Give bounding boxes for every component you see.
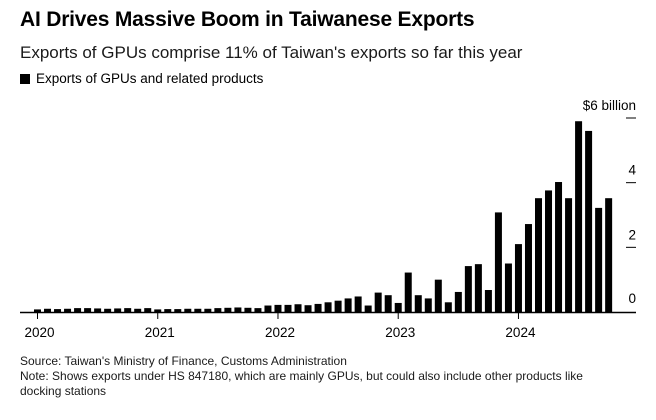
- bar: [434, 279, 442, 312]
- bar: [174, 309, 182, 312]
- bar: [294, 304, 302, 312]
- bar: [414, 295, 422, 312]
- bar: [144, 308, 152, 312]
- x-tick-label: 2021: [145, 325, 175, 340]
- bar: [184, 308, 192, 312]
- legend-label: Exports of GPUs and related products: [36, 71, 264, 86]
- bar: [354, 296, 362, 312]
- x-tick-label: 2023: [385, 325, 415, 340]
- note-line-2: docking stations: [20, 384, 107, 398]
- bar: [394, 302, 402, 312]
- x-tick-label: 2020: [24, 325, 54, 340]
- bar: [374, 292, 382, 312]
- bar: [545, 190, 553, 312]
- bar: [585, 130, 593, 312]
- chart-title: AI Drives Massive Boom in Taiwanese Expo…: [20, 8, 475, 31]
- y-tick-label: 0: [628, 291, 636, 306]
- x-tick-label: 2022: [265, 325, 295, 340]
- bar: [214, 308, 222, 312]
- bar: [204, 308, 212, 312]
- note-line-1: Note: Shows exports under HS 847180, whi…: [20, 369, 583, 383]
- bar: [104, 308, 112, 312]
- y-tick-label: $6 billion: [583, 98, 636, 113]
- legend-swatch: [20, 73, 30, 84]
- bar: [444, 302, 452, 312]
- bar: [254, 308, 262, 312]
- bar: [575, 121, 583, 312]
- bar: [464, 266, 472, 312]
- bar: [304, 305, 312, 312]
- bar: [154, 309, 162, 312]
- bar: [494, 212, 502, 312]
- bar: [424, 298, 432, 312]
- bar: [34, 309, 41, 312]
- bar: [124, 308, 132, 312]
- bar: [514, 244, 522, 312]
- bar: [595, 207, 603, 312]
- bar: [314, 303, 322, 312]
- bar: [384, 295, 392, 312]
- bar: [504, 263, 512, 312]
- bar: [474, 264, 482, 312]
- bar: [114, 308, 122, 312]
- bar: [74, 308, 82, 312]
- chart-subtitle: Exports of GPUs comprise 11% of Taiwan's…: [20, 43, 523, 62]
- bar: [454, 291, 462, 312]
- x-tick-label: 2024: [505, 325, 536, 340]
- legend: Exports of GPUs and related products: [20, 71, 263, 86]
- bar: [334, 300, 342, 312]
- bar: [565, 198, 573, 312]
- bar: [44, 308, 52, 312]
- bar: [484, 290, 492, 312]
- source-notes: Source: Taiwan's Ministry of Finance, Cu…: [20, 354, 640, 399]
- bar: [555, 182, 563, 312]
- bar: [535, 198, 542, 312]
- bar: [605, 198, 613, 312]
- bar: [224, 307, 232, 312]
- bar: [234, 307, 242, 312]
- bar: [244, 307, 252, 312]
- y-tick-label: 2: [628, 227, 636, 242]
- y-tick-label: 4: [628, 163, 636, 178]
- bar: [64, 308, 72, 312]
- bar: [164, 309, 172, 312]
- bar: [134, 308, 142, 312]
- bar: [404, 272, 412, 312]
- source-line: Source: Taiwan's Ministry of Finance, Cu…: [20, 354, 347, 368]
- bar: [524, 224, 532, 312]
- bar: [194, 308, 202, 312]
- bar: [264, 305, 272, 312]
- bar: [324, 302, 332, 312]
- bar: [94, 308, 102, 312]
- bar: [284, 304, 292, 312]
- bar: [344, 298, 352, 312]
- bar: [364, 305, 372, 312]
- bar: [54, 309, 62, 312]
- bar: [274, 304, 282, 312]
- bar: [84, 308, 92, 312]
